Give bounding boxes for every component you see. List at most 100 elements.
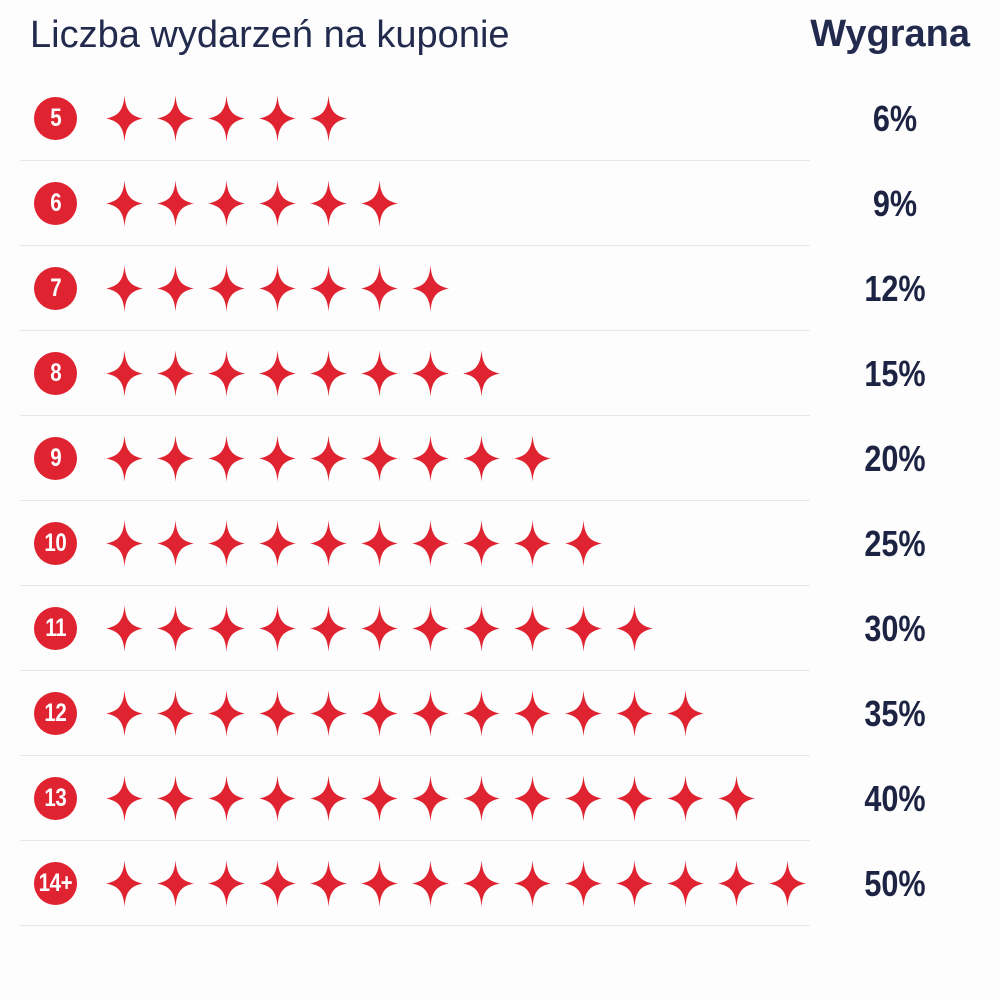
sparkle-icon [405,860,456,907]
star-row [99,180,405,227]
sparkle-icon [201,690,252,737]
events-count-label: 5 [50,104,61,132]
sparkle-icon [507,775,558,822]
sparkle-icon [252,435,303,482]
sparkle-icon [150,265,201,312]
sparkle-icon [507,435,558,482]
sparkle-icon [201,350,252,397]
sparkle-icon [405,435,456,482]
sparkle-icon [558,690,609,737]
events-count-badge: 11 [34,607,77,650]
sparkle-icon [303,350,354,397]
sparkle-icon [303,775,354,822]
sparkle-icon [201,95,252,142]
table-row: 10 25% [0,501,1000,586]
sparkle-icon [201,775,252,822]
sparkle-icon [609,605,660,652]
events-count-badge: 14+ [34,862,77,905]
sparkle-icon [456,435,507,482]
sparkle-icon [456,775,507,822]
table-row: 9 20% [0,416,1000,501]
sparkle-icon [150,95,201,142]
sparkle-icon [150,435,201,482]
sparkle-icon [150,860,201,907]
star-row [99,520,609,567]
events-count-badge: 10 [34,522,77,565]
table-row: 5 6% [0,76,1000,161]
sparkle-icon [201,520,252,567]
row-divider [20,840,810,841]
events-count-label: 8 [50,359,61,387]
star-row [99,350,507,397]
sparkle-icon [354,860,405,907]
sparkle-icon [354,435,405,482]
events-count-badge: 7 [34,267,77,310]
star-row [99,95,354,142]
star-row [99,265,456,312]
sparkle-icon [609,690,660,737]
star-row [99,435,558,482]
sparkle-icon [201,605,252,652]
sparkle-icon [762,860,813,907]
star-row [99,775,762,822]
sparkle-icon [99,180,150,227]
sparkle-icon [150,350,201,397]
events-count-label: 11 [45,614,66,642]
table-row: 12 35% [0,671,1000,756]
sparkle-icon [303,860,354,907]
events-count-badge: 6 [34,182,77,225]
events-count-label: 13 [44,784,67,812]
sparkle-icon [252,265,303,312]
table-header: Liczba wydarzeń na kuponie Wygrana [0,0,1000,76]
table-row: 8 15% [0,331,1000,416]
row-divider [20,585,810,586]
sparkle-icon [354,265,405,312]
sparkle-icon [99,95,150,142]
sparkle-icon [405,690,456,737]
sparkle-icon [150,520,201,567]
sparkle-icon [252,860,303,907]
win-value: 50% [864,862,926,904]
sparkle-icon [405,605,456,652]
sparkle-icon [660,860,711,907]
sparkle-icon [558,860,609,907]
events-count-label: 6 [50,189,61,217]
row-divider [20,160,810,161]
row-divider [20,500,810,501]
events-count-badge: 13 [34,777,77,820]
sparkle-icon [354,605,405,652]
sparkle-icon [303,265,354,312]
page-title: Liczba wydarzeń na kuponie [30,14,510,56]
win-value: 35% [864,692,926,734]
sparkle-icon [303,520,354,567]
win-value: 20% [864,437,926,479]
sparkle-icon [456,690,507,737]
sparkle-icon [405,775,456,822]
sparkle-icon [558,775,609,822]
sparkle-icon [99,265,150,312]
sparkle-icon [354,690,405,737]
sparkle-icon [252,605,303,652]
sparkle-icon [456,605,507,652]
sparkle-icon [354,350,405,397]
win-value: 25% [864,522,926,564]
sparkle-icon [252,95,303,142]
star-row [99,860,813,907]
sparkle-icon [660,775,711,822]
sparkle-icon [609,775,660,822]
sparkle-icon [405,520,456,567]
sparkle-icon [405,265,456,312]
sparkle-icon [456,860,507,907]
win-value: 6% [872,97,918,139]
sparkle-icon [150,605,201,652]
sparkle-icon [252,350,303,397]
row-divider [20,245,810,246]
sparkle-icon [507,605,558,652]
sparkle-icon [99,350,150,397]
table-row: 6 9% [0,161,1000,246]
sparkle-icon [150,180,201,227]
win-value: 15% [864,352,926,394]
sparkle-icon [150,775,201,822]
sparkle-icon [660,690,711,737]
